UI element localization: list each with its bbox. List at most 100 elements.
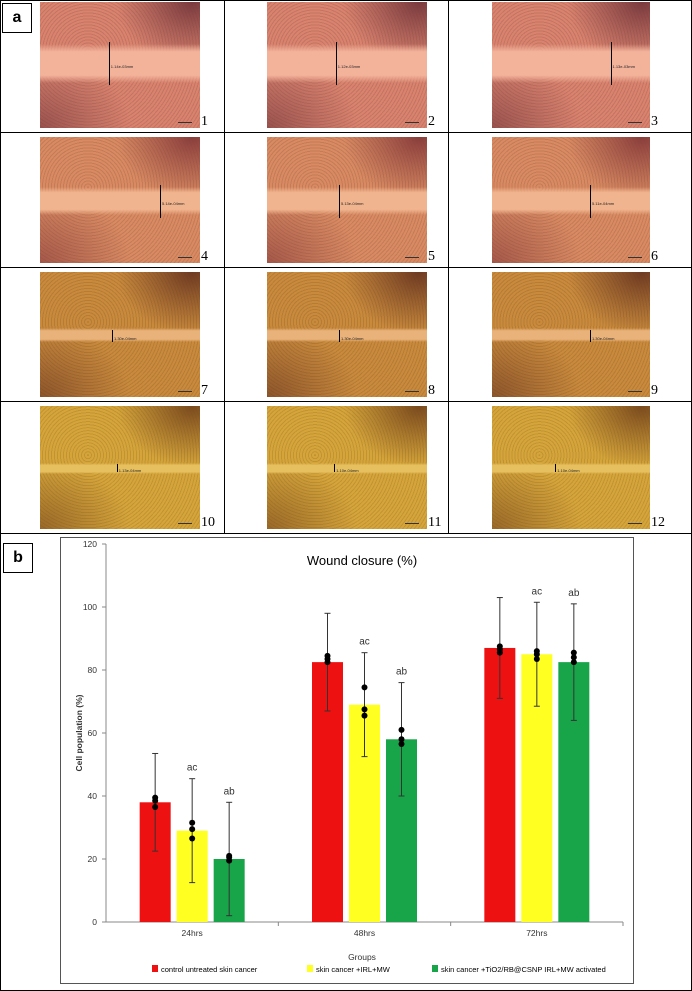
scale-bar [628, 386, 642, 392]
measurement-bar [334, 463, 336, 473]
wound-gap [40, 462, 200, 474]
data-point [189, 826, 196, 833]
wound-gap [40, 328, 200, 342]
scale-bar [628, 252, 642, 258]
scale-bar [178, 518, 192, 524]
legend-swatch-3 [432, 965, 438, 972]
wound-gap [267, 187, 427, 216]
wound-gap [267, 43, 427, 83]
measurement-label: 5.14e-04mm [162, 201, 185, 207]
data-point [324, 652, 331, 659]
panel-b-label: b [3, 543, 33, 573]
data-point [570, 649, 577, 656]
measurement-label: 1.30e-04mm [341, 335, 364, 341]
wound-gap [267, 328, 427, 342]
data-point [361, 712, 368, 719]
y-axis-label: Cell population (%) [74, 694, 84, 771]
grid-border [224, 0, 225, 534]
micrograph-1: 1.14e-03mm [40, 2, 200, 128]
micrograph-number-1: 1 [201, 114, 208, 129]
wound-closure-chart: Wound closure (%) 0 20 40 60 80 100 120 Cell pop… [74, 539, 624, 974]
scale-bar [405, 252, 419, 258]
micrograph-number-5: 5 [428, 249, 435, 264]
measurement-label: 1.10e-04mm [336, 468, 359, 474]
measurement-bar [339, 184, 340, 218]
legend-label-1: control untreated skin cancer [161, 965, 258, 974]
scale-bar [178, 252, 192, 258]
legend-swatch-1 [152, 965, 158, 972]
wound-gap [492, 43, 650, 83]
data-point [152, 794, 159, 801]
micrograph-6: 5.11e-04mm [492, 137, 650, 263]
scale-bar [178, 117, 192, 123]
micrograph-number-12: 12 [651, 515, 665, 530]
legend-label-3: skin cancer +TiO2/RB@CSNP IRL+MW activat… [441, 965, 606, 974]
y-tick-label: 80 [88, 665, 98, 675]
significance-label: ab [568, 588, 580, 599]
wound-gap [492, 328, 650, 342]
micrograph-3: 1.13e-03mm [492, 2, 650, 128]
data-point [496, 643, 503, 650]
micrograph-number-9: 9 [651, 383, 658, 398]
grid-border [0, 533, 1, 991]
y-tick-label: 60 [88, 728, 98, 738]
grid-border [448, 0, 449, 534]
grid-border [0, 0, 1, 534]
grid-border [0, 132, 692, 133]
scale-bar [405, 117, 419, 123]
wound-gap [40, 43, 200, 83]
micrograph-5: 5.13e-04mm [267, 137, 427, 263]
measurement-bar [112, 329, 113, 342]
measurement-label: 1.14e-03mm [110, 63, 134, 69]
measurement-label: 1.10e-04mm [557, 468, 580, 474]
x-tick-label: 48hrs [354, 928, 375, 938]
measurement-bar [589, 184, 591, 218]
significance-label: ab [224, 786, 236, 797]
micrograph-11: 1.10e-04mm [267, 406, 427, 529]
significance-label: ab [396, 667, 408, 678]
micrograph-number-4: 4 [201, 249, 208, 264]
micrograph-9: 1.30e-04mm [492, 272, 650, 397]
significance-label: ac [359, 637, 370, 648]
measurement-label: 1.13e-04mm [118, 468, 142, 474]
x-tick-label: 24hrs [182, 928, 203, 938]
legend-label-2: skin cancer +IRL+MW [316, 965, 391, 974]
y-tick-label: 40 [88, 791, 98, 801]
micrograph-number-2: 2 [428, 114, 435, 129]
micrograph-number-8: 8 [428, 383, 435, 398]
data-point [361, 684, 368, 691]
y-tick-label: 20 [88, 854, 98, 864]
measurement-bar [555, 463, 557, 473]
data-point [398, 736, 405, 743]
data-point [398, 726, 405, 733]
measurement-label: 1.30e-04mm [114, 335, 137, 341]
data-point [398, 741, 405, 748]
micrograph-number-10: 10 [201, 515, 215, 530]
measurement-label: 5.13e-04mm [341, 201, 364, 207]
grid-border [0, 533, 692, 534]
measurement-bar [335, 42, 337, 86]
micrograph-number-11: 11 [428, 515, 442, 530]
measurement-bar [610, 42, 612, 86]
micrograph-10: 1.13e-04mm [40, 406, 200, 529]
micrograph-number-6: 6 [651, 249, 658, 264]
data-point [570, 654, 577, 661]
micrograph-12: 1.10e-04mm [492, 406, 650, 529]
chart-frame: Wound closure (%) 0 20 40 60 80 100 120 Cell pop… [60, 537, 634, 984]
measurement-label: 5.11e-04mm [591, 201, 615, 207]
measurement-label: 1.12e-03mm [337, 63, 361, 69]
measurement-bar [108, 42, 110, 86]
wound-gap [40, 187, 200, 216]
measurement-label: 1.13e-03mm [612, 63, 635, 69]
scale-bar [178, 386, 192, 392]
wound-gap [267, 462, 427, 474]
grid-border [0, 0, 692, 1]
scale-bar [628, 518, 642, 524]
chart-title: Wound closure (%) [307, 553, 417, 568]
micrograph-4: 5.14e-04mm [40, 137, 200, 263]
scale-bar [405, 518, 419, 524]
significance-label: ac [187, 763, 198, 774]
micrograph-7: 1.30e-04mm [40, 272, 200, 397]
micrograph-number-3: 3 [651, 114, 658, 129]
